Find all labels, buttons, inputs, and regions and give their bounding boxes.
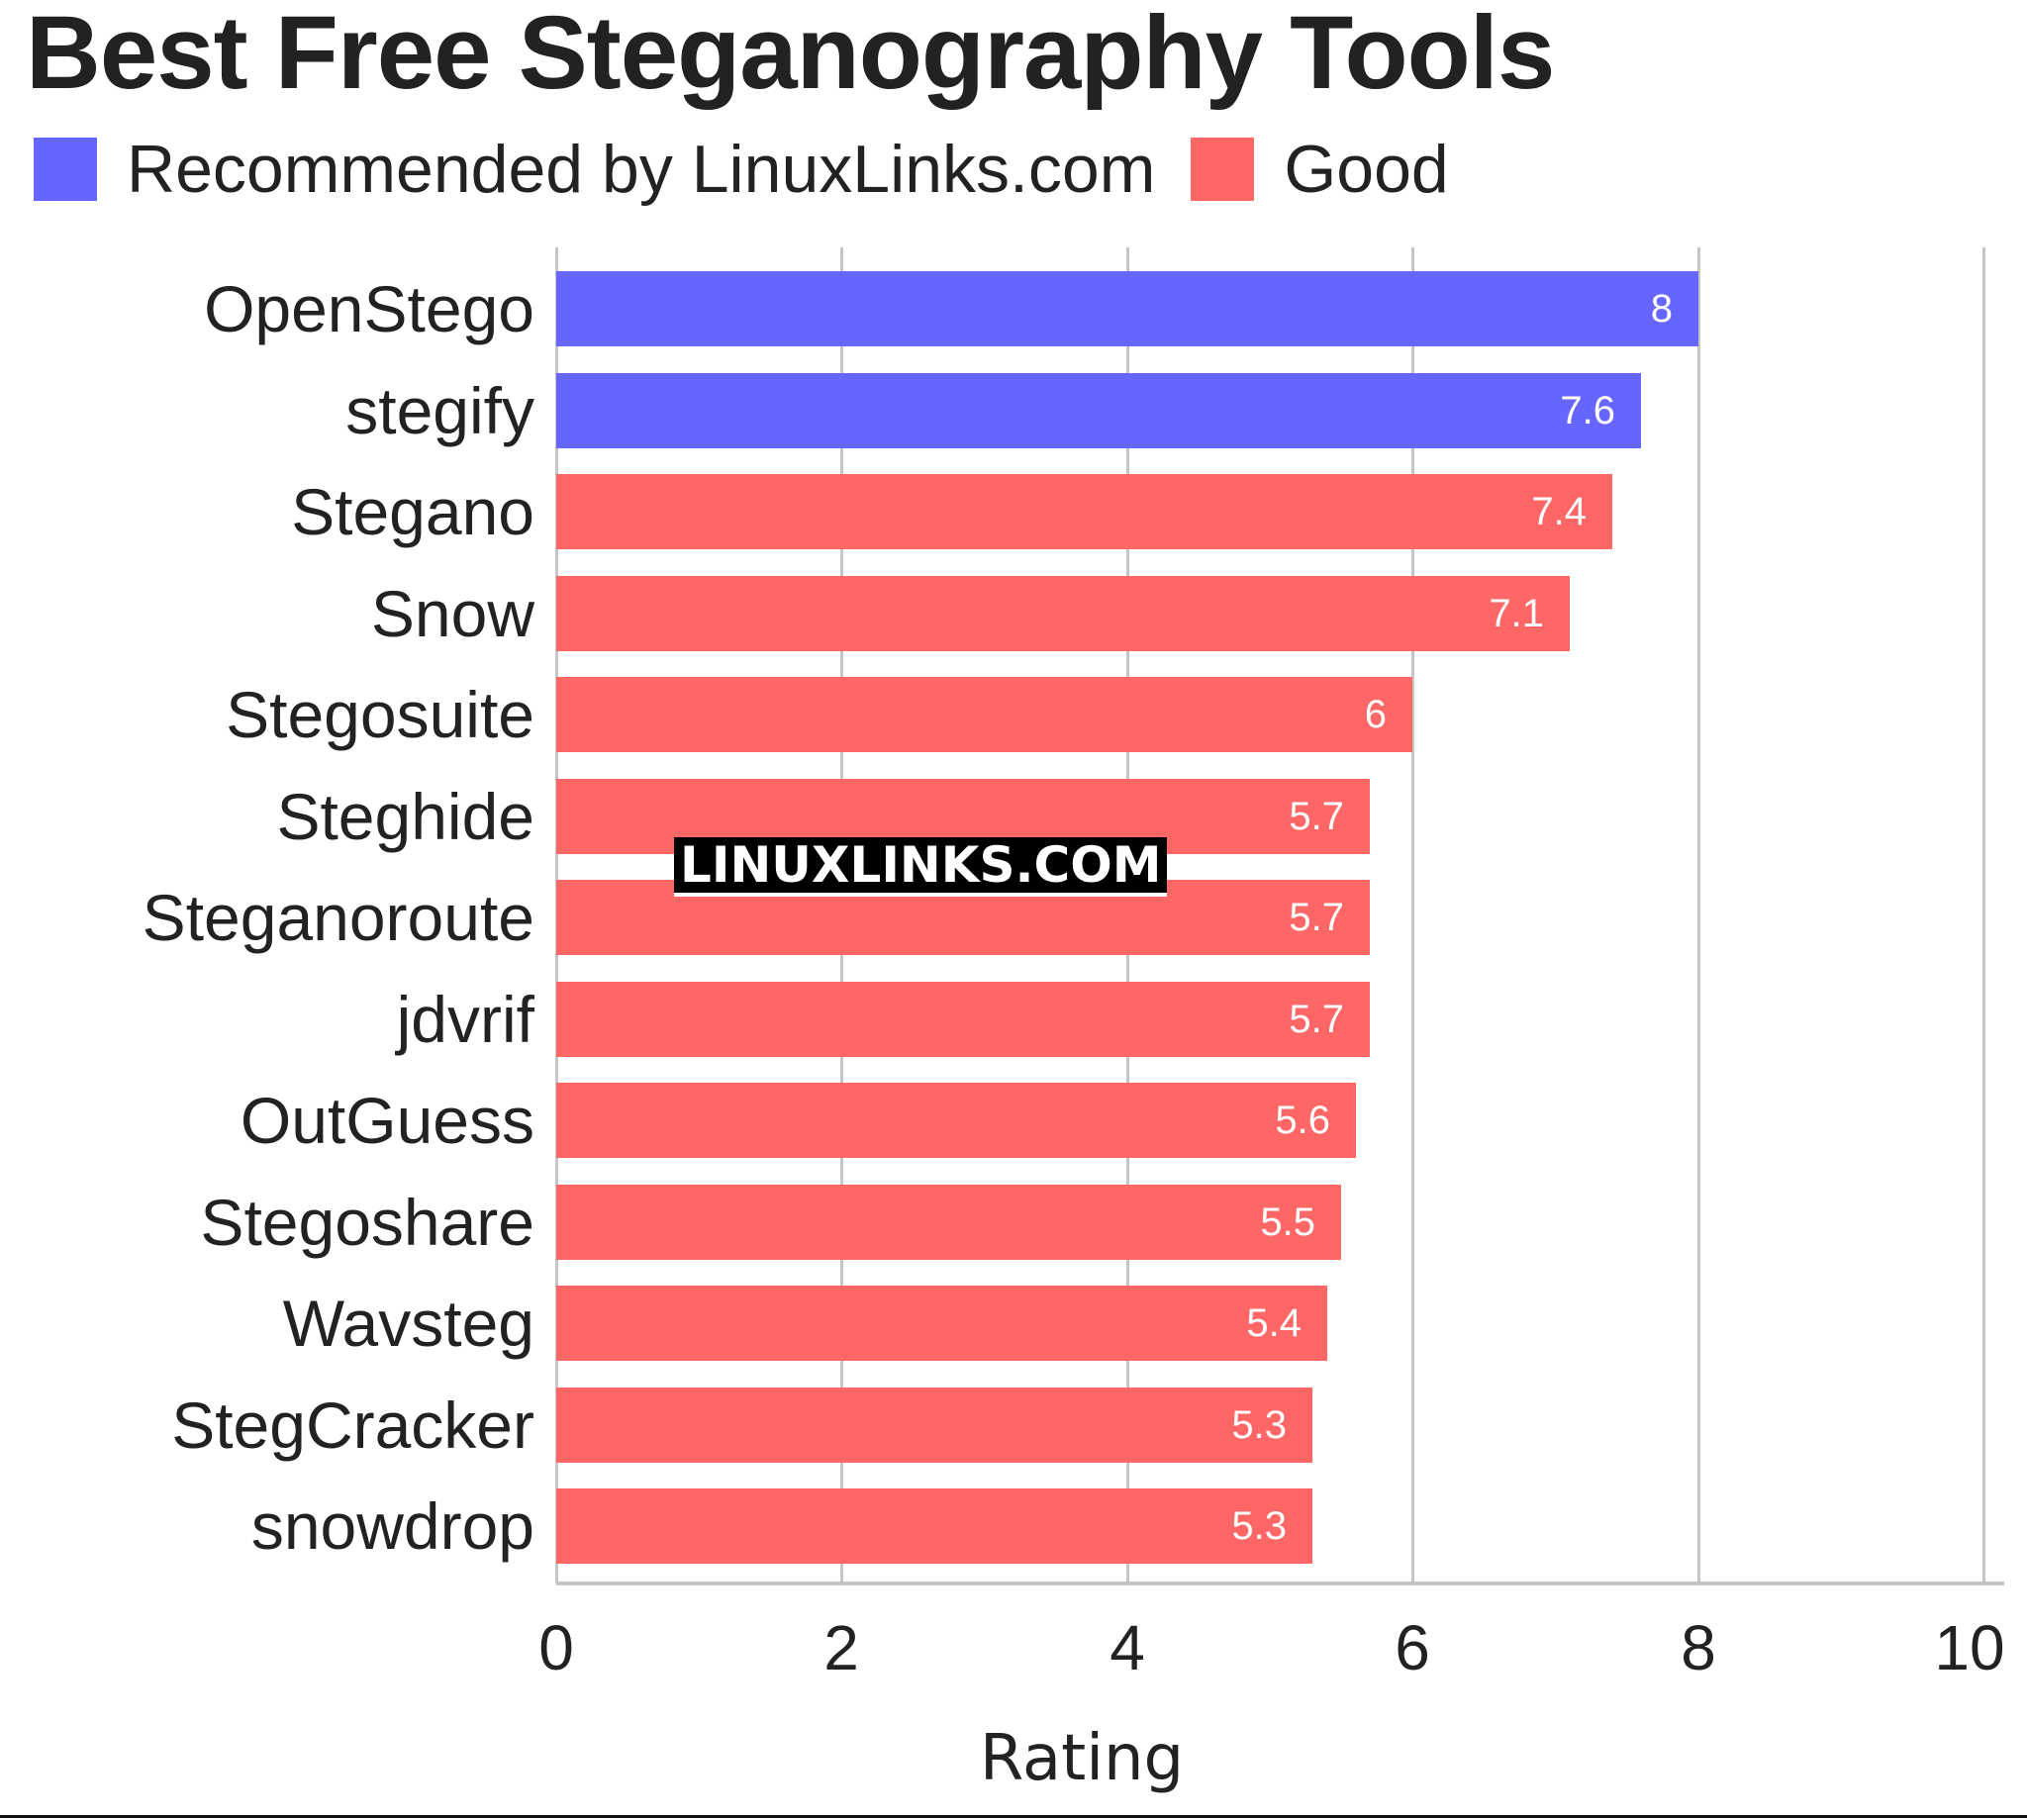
bar: 5.5 (556, 1185, 1341, 1260)
bar-value-label: 6 (1364, 693, 1387, 736)
legend-label-good: Good (1284, 132, 1449, 207)
category-label: Steghide (276, 780, 534, 853)
bar-value-label: 5.4 (1246, 1301, 1302, 1345)
category-label: Stegoshare (200, 1186, 534, 1259)
category-label: OpenStego (204, 272, 534, 345)
category-label: Stegosuite (226, 678, 534, 751)
gridline-8 (1697, 247, 1700, 1583)
bar: 5.3 (556, 1388, 1312, 1463)
chart-title: Best Free Steganography Tools (26, 0, 1555, 111)
bar-value-label: 5.3 (1231, 1504, 1287, 1548)
x-tick-label: 2 (823, 1612, 859, 1683)
legend-item-recommended: Recommended by LinuxLinks.com (34, 131, 1155, 208)
bar-value-label: 5.7 (1289, 896, 1344, 939)
category-label: jdvrif (396, 983, 534, 1056)
gridline-10 (1982, 247, 1985, 1583)
category-label: Stegano (291, 475, 534, 548)
bar-value-label: 5.6 (1275, 1099, 1330, 1142)
bar-value-label: 5.7 (1289, 795, 1344, 838)
legend-swatch-good (1191, 138, 1255, 201)
category-label: Wavsteg (282, 1287, 534, 1360)
category-label: stegify (345, 374, 534, 447)
bar: 8 (556, 271, 1698, 346)
x-tick-label: 8 (1681, 1612, 1716, 1683)
bar-value-label: 5.5 (1260, 1200, 1315, 1244)
watermark-logo: LINUXLINKS.COM (674, 837, 1168, 897)
bottom-divider (0, 1815, 2027, 1818)
x-tick-label: 10 (1934, 1612, 2005, 1683)
category-label: Steganoroute (142, 881, 534, 954)
x-tick-label: 4 (1110, 1612, 1145, 1683)
bar-value-label: 8 (1650, 287, 1673, 331)
legend-swatch-recommended (34, 138, 97, 201)
bar-value-label: 7.4 (1531, 490, 1587, 533)
bar: 5.6 (556, 1083, 1356, 1158)
legend: Recommended by LinuxLinks.com Good (34, 132, 1485, 207)
bar-value-label: 7.1 (1489, 592, 1544, 635)
legend-label-recommended: Recommended by LinuxLinks.com (127, 132, 1156, 207)
bar: 7.1 (556, 576, 1570, 651)
gridline-6 (1411, 247, 1414, 1583)
bar-value-label: 5.7 (1289, 998, 1344, 1041)
x-axis-title: Rating (979, 1722, 1185, 1795)
category-label: Snow (370, 577, 534, 650)
bar: 5.3 (556, 1488, 1312, 1564)
bar: 7.6 (556, 373, 1641, 448)
category-label: snowdrop (250, 1489, 534, 1563)
bar: 5.7 (556, 982, 1370, 1057)
category-label: StegCracker (171, 1389, 534, 1462)
x-axis-line (556, 1581, 2004, 1585)
bar: 7.4 (556, 474, 1612, 549)
bar-value-label: 7.6 (1560, 389, 1615, 432)
legend-item-good: Good (1191, 131, 1449, 208)
x-tick-label: 0 (538, 1612, 574, 1683)
x-tick-label: 6 (1395, 1612, 1430, 1683)
category-label: OutGuess (240, 1084, 534, 1157)
bar: 6 (556, 677, 1412, 752)
bar-value-label: 5.3 (1231, 1403, 1287, 1447)
bar: 5.4 (556, 1286, 1327, 1361)
